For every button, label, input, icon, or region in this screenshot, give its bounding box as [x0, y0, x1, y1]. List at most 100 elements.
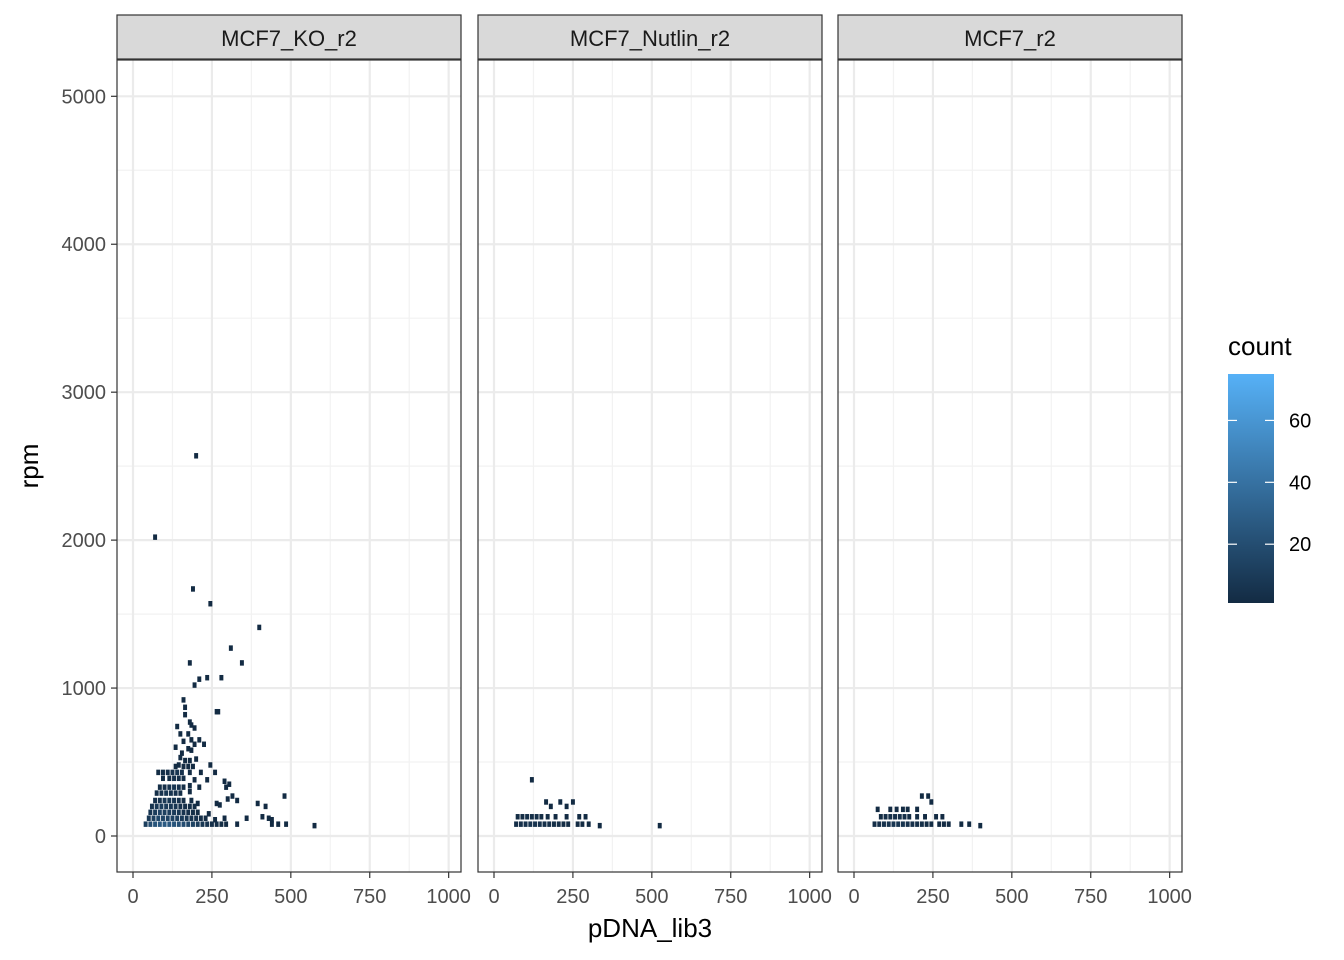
x-tick-label: 1000	[1147, 886, 1192, 908]
legend-tick-label: 60	[1289, 410, 1311, 432]
heatmap-bin	[556, 821, 561, 827]
heatmap-bin	[900, 821, 905, 827]
y-tick-label: 0	[95, 826, 106, 848]
heatmap-bin	[214, 800, 219, 807]
heatmap-bin	[561, 821, 566, 827]
heatmap-bin	[170, 769, 175, 776]
heatmap-bin	[172, 809, 177, 816]
heatmap-bin	[570, 799, 575, 805]
facet-strip-label: MCF7_Nutlin_r2	[570, 26, 730, 51]
heatmap-bin	[564, 814, 569, 820]
heatmap-bin	[176, 775, 181, 782]
facet-strip	[837, 14, 1183, 60]
heatmap-bin	[228, 645, 233, 651]
heatmap-bin	[195, 800, 200, 807]
heatmap-bin	[219, 674, 224, 681]
heatmap-bin	[197, 737, 202, 743]
x-tick-label: 750	[353, 886, 386, 908]
heatmap-bin	[186, 731, 191, 737]
heatmap-bin	[176, 784, 181, 790]
heatmap-bin	[529, 814, 534, 820]
heatmap-bin	[235, 797, 240, 804]
heatmap-bin	[173, 790, 178, 796]
x-tick-label: 0	[848, 886, 859, 908]
heatmap-bin	[553, 814, 558, 820]
heatmap-bin	[900, 806, 905, 813]
heatmap-bin	[146, 815, 151, 821]
heatmap-bin	[170, 815, 175, 821]
heatmap-bins	[143, 453, 317, 829]
heatmap-bin	[186, 821, 191, 827]
heatmap-bin	[539, 814, 544, 820]
heatmap-bin	[183, 757, 188, 764]
heatmap-bin	[191, 809, 195, 816]
y-tick-label: 4000	[62, 234, 107, 256]
heatmap-bin	[222, 778, 227, 784]
heatmap-bin	[161, 815, 165, 821]
heatmap-bin	[514, 821, 519, 827]
heatmap-bin	[875, 806, 880, 813]
heatmap-bin	[929, 821, 934, 827]
heatmap-bin	[905, 821, 910, 827]
heatmap-bin	[244, 815, 249, 821]
heatmap-bin	[149, 803, 154, 810]
heatmap-bin	[176, 797, 181, 804]
heatmap-bin	[224, 784, 229, 790]
heatmap-bin	[978, 822, 983, 829]
heatmap-bin	[194, 815, 199, 821]
panel-border	[477, 59, 823, 873]
heatmap-bin	[181, 763, 186, 770]
heatmap-bin	[167, 784, 172, 790]
facet-strip	[477, 14, 823, 60]
heatmap-bin	[282, 793, 287, 799]
heatmap-bin	[181, 738, 186, 745]
heatmap-bin	[224, 821, 229, 827]
heatmap-bin	[515, 814, 520, 820]
heatmap-bin	[181, 784, 186, 790]
heatmap-bin	[657, 822, 662, 829]
heatmap-bin	[162, 809, 167, 816]
heatmap-bin	[923, 814, 927, 820]
heatmap-bin	[168, 803, 173, 810]
heatmap-bin	[157, 821, 162, 827]
x-tick-label: 250	[916, 886, 949, 908]
heatmap-bin	[192, 741, 197, 748]
heatmap-bin	[907, 814, 912, 820]
heatmap-bin	[179, 815, 184, 821]
heatmap-bin	[157, 809, 162, 816]
heatmap-bin	[175, 815, 180, 821]
heatmap-bin	[187, 719, 192, 725]
heatmap-bin	[183, 711, 188, 718]
heatmap-bin	[159, 790, 164, 796]
heatmap-bins	[514, 777, 662, 829]
heatmap-bin	[172, 784, 177, 790]
heatmap-bin	[164, 803, 169, 810]
heatmap-bin	[209, 821, 214, 827]
heatmap-bin	[165, 815, 170, 821]
heatmap-bin	[878, 814, 883, 820]
heatmap-bin	[941, 821, 946, 827]
heatmap-bin	[213, 769, 218, 776]
heatmap-bin	[186, 745, 191, 752]
facet-strip-label: MCF7_KO_r2	[221, 26, 357, 51]
legend-tick-label: 40	[1289, 472, 1311, 494]
heatmap-bin	[575, 821, 580, 827]
heatmap-bin	[934, 814, 939, 820]
heatmap-bin	[192, 777, 197, 783]
heatmap-bin	[154, 790, 159, 796]
heatmap-bin	[940, 814, 945, 820]
x-tick-label: 1000	[426, 886, 471, 908]
heatmap-bin	[179, 750, 184, 756]
heatmap-bin	[181, 821, 186, 827]
heatmap-bin	[915, 821, 920, 827]
heatmap-bin	[164, 790, 169, 796]
y-tick-label: 5000	[62, 86, 107, 108]
heatmap-bin	[176, 809, 181, 816]
heatmap-bin	[915, 814, 920, 820]
heatmap-bin	[148, 821, 153, 827]
heatmap-bin	[208, 601, 213, 607]
heatmap-bin	[217, 802, 222, 808]
panel-border	[116, 59, 462, 873]
heatmap-bin	[905, 806, 910, 813]
heatmap-bin	[312, 822, 317, 829]
